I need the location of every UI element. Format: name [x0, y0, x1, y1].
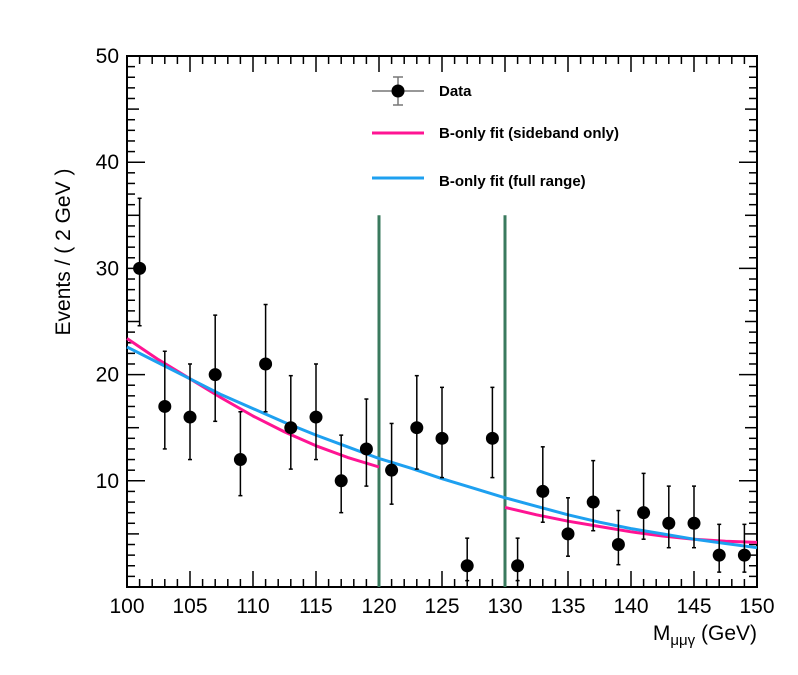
y-tick-label: 30 — [96, 257, 119, 280]
data-point — [536, 446, 550, 523]
data-marker — [637, 506, 651, 520]
data-point — [637, 472, 651, 540]
data-marker — [158, 399, 172, 413]
x-tick-label: 135 — [550, 595, 585, 618]
x-axis-title-main: M — [653, 622, 671, 645]
data-marker — [208, 368, 222, 382]
data-marker — [259, 357, 273, 371]
data-marker — [662, 516, 676, 530]
data-point — [208, 314, 222, 423]
data-marker — [687, 516, 701, 530]
axis-ticks — [126, 55, 758, 587]
data-marker — [460, 559, 474, 573]
data-point — [334, 434, 348, 514]
data-point — [586, 459, 600, 532]
y-tick-label: 20 — [96, 364, 119, 387]
data-point — [485, 386, 499, 479]
data-marker — [485, 431, 499, 445]
data-marker — [183, 410, 197, 424]
x-tick-label: 130 — [487, 595, 522, 618]
data-marker — [233, 453, 247, 467]
x-tick-label: 115 — [299, 595, 332, 618]
data-marker — [309, 410, 323, 424]
legend-label-data: Data — [439, 83, 472, 100]
x-tick-label: 105 — [172, 595, 207, 618]
data-point — [435, 386, 449, 479]
legend-label-full-range: B-only fit (full range) — [439, 173, 586, 190]
x-axis-title: Mμμγ (GeV) — [653, 622, 757, 649]
data-marker — [334, 474, 348, 488]
legend-data-marker — [391, 84, 405, 98]
data-point — [511, 537, 525, 582]
x-tick-label: 145 — [676, 595, 711, 618]
x-axis-title-unit: (GeV) — [695, 622, 757, 645]
signal-window-lines — [377, 215, 507, 587]
data-point — [259, 303, 273, 413]
data-marker — [385, 463, 399, 477]
x-tick-label: 110 — [236, 595, 269, 618]
y-tick-label: 10 — [96, 470, 119, 493]
x-tick-label: 125 — [424, 595, 459, 618]
x-axis-title-sub: μμγ — [670, 632, 695, 649]
x-tick-label: 120 — [361, 595, 396, 618]
data-point — [158, 350, 172, 450]
fit-curve-sideband — [126, 337, 380, 469]
data-point — [737, 523, 751, 573]
data-marker — [359, 442, 373, 456]
data-point — [662, 485, 676, 549]
data-marker — [712, 548, 726, 562]
data-marker — [435, 431, 449, 445]
data-point — [385, 422, 399, 505]
data-marker — [410, 421, 424, 435]
y-tick-label: 50 — [96, 45, 119, 68]
data-point — [561, 497, 575, 557]
data-point — [359, 398, 373, 487]
x-tick-label: 100 — [109, 595, 144, 618]
data-marker — [284, 421, 298, 435]
data-marker — [611, 538, 625, 552]
x-tick-label: 150 — [739, 595, 774, 618]
fit-curve-full-range — [126, 345, 758, 550]
data-marker — [511, 559, 525, 573]
data-point — [133, 197, 147, 327]
data-point — [687, 485, 701, 549]
data-marker — [586, 495, 600, 509]
data-points — [133, 197, 751, 582]
data-marker — [737, 548, 751, 562]
legend: Data B-only fit (sideband only) B-only f… — [372, 76, 619, 190]
x-tick-label: 140 — [613, 595, 648, 618]
tick-labels: 100 105 110 115 120 125 130 135 140 145 150 10 20 30 4… — [96, 45, 775, 618]
y-axis-title: Events / ( 2 GeV ) — [52, 169, 75, 336]
data-point — [712, 523, 726, 573]
fit-curves — [126, 337, 758, 550]
data-point — [410, 374, 424, 470]
data-point — [611, 509, 625, 566]
data-point — [183, 363, 197, 461]
y-tick-label: 40 — [96, 151, 119, 174]
data-point — [233, 411, 247, 497]
data-point — [460, 537, 474, 582]
data-marker — [561, 527, 575, 541]
legend-label-sideband: B-only fit (sideband only) — [439, 125, 619, 142]
data-marker — [133, 261, 147, 275]
data-point — [284, 374, 298, 470]
data-marker — [536, 484, 550, 498]
data-point — [309, 363, 323, 461]
